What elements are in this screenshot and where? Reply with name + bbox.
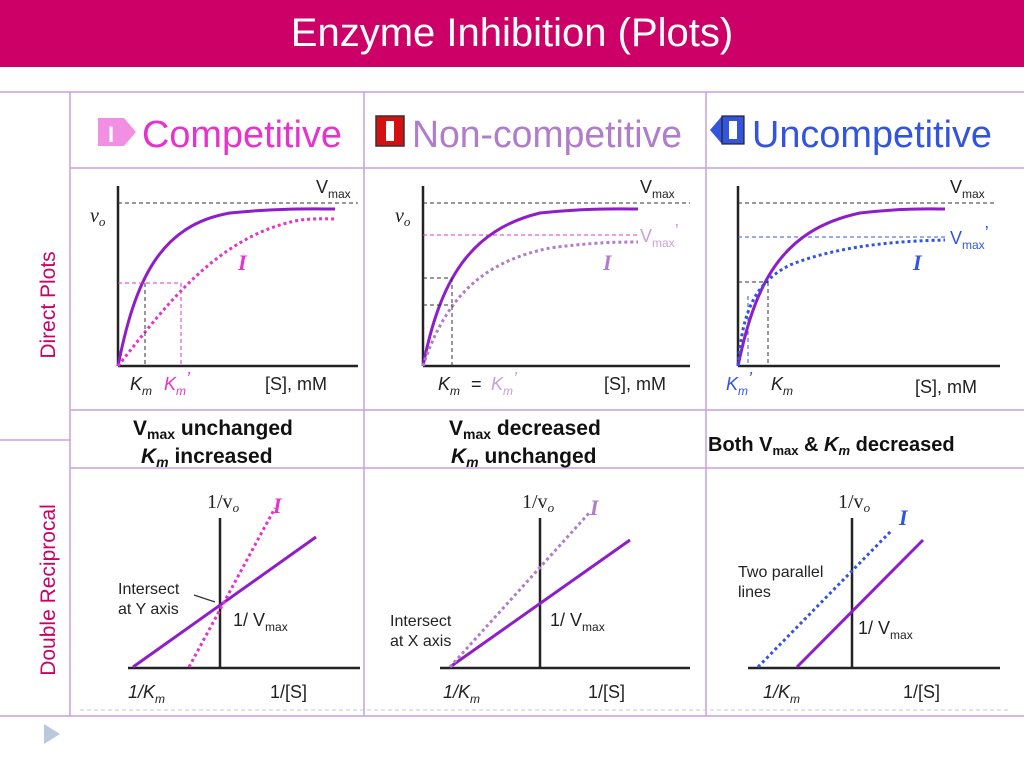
line-uninhibited [795,538,925,669]
header-uncompetitive: Uncompetitive [710,114,992,156]
recip-y-label: 1/vo [838,491,871,515]
header-competitive: I Competitive [98,114,342,156]
km-label: Km [438,374,460,398]
direct-plot-competitive: vo Vmax I Km Km’ [S], mM [90,177,358,398]
inhibitor-label: I [237,250,248,275]
s-axis-label: [S], mM [604,374,666,394]
row-label-direct: Direct Plots [37,251,60,358]
km-prime-label: Km’ [491,369,518,398]
summary-competitive-km: Km increased [141,445,273,470]
next-slide-arrow-icon[interactable] [40,722,64,746]
summary-competitive-vmax: Vmax unchanged [133,417,293,442]
uncompetitive-badge-inner [729,121,737,139]
line-inhibited [187,507,277,668]
vmax-prime-label: Vmax’ [640,221,679,250]
line-inhibited [756,528,894,669]
noncompetitive-badge-inner [386,121,394,141]
recip-vmax-label: 1/ Vmax [233,610,288,634]
vmax-prime-label: Vmax’ [950,223,989,252]
header-competitive-label: Competitive [142,114,342,156]
vmax-label: Vmax [950,177,985,201]
note-line-2: lines [738,584,771,601]
vmax-label: Vmax [640,177,675,201]
table-grid [0,91,1024,717]
km-label: Km [130,374,152,398]
recip-x-label: 1/[S] [903,682,940,702]
curve-uninhibited [736,207,946,367]
inhibitor-label: I [272,493,283,518]
curve-inhibited [421,240,639,367]
recip-y-label: 1/vo [207,491,240,515]
recip-km-label: 1/Km [128,682,165,706]
curve-uninhibited [421,207,639,367]
reciprocal-plot-noncompetitive: 1/vo I Intersect at X axis 1/ Vmax 1/Km … [390,491,690,706]
summary-uncompetitive: Both Vmax & Km decreased [708,434,955,458]
reciprocal-plot-competitive: 1/vo I Intersect at Y axis 1/ Vmax 1/Km … [118,491,360,706]
competitive-badge-icon [98,118,124,146]
km-prime-label: Km’ [726,369,753,398]
uncompetitive-arrow-icon [710,116,722,144]
curve-uninhibited [116,207,336,367]
km-equals: = [471,374,482,394]
km-prime-label: Km’ [164,369,191,398]
vo-label: vo [90,205,106,229]
direct-plot-noncompetitive: vo Vmax Vmax’ I Km = Km’ [S], mM [395,177,690,398]
summary-noncompetitive-vmax: Vmax decreased [449,417,601,442]
header-noncompetitive-label: Non-competitive [412,114,682,156]
s-axis-label: [S], mM [915,377,977,397]
vo-label: vo [395,205,411,229]
inhibitor-label: I [589,495,600,520]
pointer-line [193,594,216,603]
inhibitor-label: I [602,250,613,275]
page-title: Enzyme Inhibition (Plots) [290,11,734,55]
note-line-1: Two parallel [738,564,823,581]
recip-km-label: 1/Km [443,682,480,706]
row-label-reciprocal: Double Reciprocal [37,504,60,676]
summary-noncompetitive-km: Km unchanged [451,445,596,470]
recip-vmax-label: 1/ Vmax [550,610,605,634]
note-line-2: at Y axis [118,601,179,618]
header-noncompetitive: Non-competitive [375,114,682,156]
summary-noncompetitive: Vmax decreased Km unchanged [449,417,601,470]
header-uncompetitive-label: Uncompetitive [752,114,992,156]
competitive-badge-letter: I [108,122,114,147]
vmax-label: Vmax [316,177,351,201]
note-line-1: Intersect [118,581,180,598]
line-inhibited [448,510,592,669]
recip-vmax-label: 1/ Vmax [858,618,913,642]
recip-km-label: 1/Km [763,682,800,706]
direct-plot-uncompetitive: Vmax Vmax’ I Km’ Km [S], mM [726,177,1000,398]
curve-inhibited [736,238,946,367]
curve-inhibited [116,217,336,367]
s-axis-label: [S], mM [265,374,327,394]
inhibitor-label: I [898,505,909,530]
km-label: Km [771,374,793,398]
note-line-2: at X axis [390,633,451,650]
line-uninhibited [449,538,631,669]
recip-y-label: 1/vo [522,491,555,515]
recip-x-label: 1/[S] [588,682,625,702]
note-line-1: Intersect [390,613,452,630]
inhibitor-label: I [912,250,923,275]
title-bar [0,0,1024,67]
recip-x-label: 1/[S] [270,682,307,702]
competitive-arrow-icon [124,118,136,146]
summary-competitive: Vmax unchanged Km increased [133,417,293,470]
reciprocal-plot-uncompetitive: 1/vo I Two parallel lines 1/ Vmax 1/Km 1… [738,491,1000,706]
